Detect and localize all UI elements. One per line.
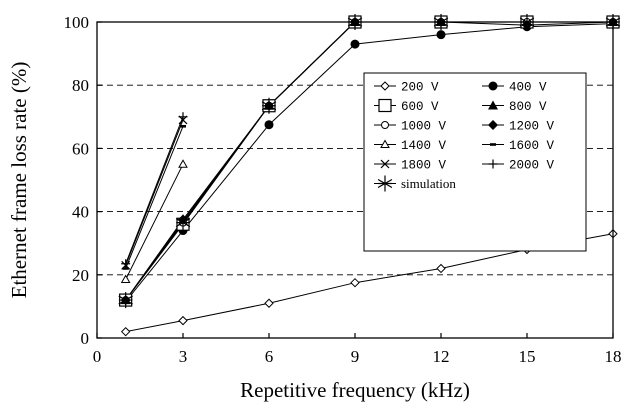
legend-label-1600-v: 1600 V	[509, 139, 555, 153]
legend-marker-200-v	[380, 81, 390, 91]
legend: 200 V 400 V 600 V 800 V 1000 V 1200 V 1400 V 16…	[363, 72, 587, 252]
legend-marker-600-v	[378, 98, 392, 113]
data-point-400-v	[264, 120, 274, 130]
y-tick-label: 40	[72, 203, 89, 222]
axis-ticks: 0 20 40 60 80 100 0 3 6 9 12 15 18	[64, 13, 622, 366]
data-point-simulation	[261, 97, 277, 114]
series-line-1400-v	[125, 163, 184, 280]
legend-marker-1000-v	[381, 121, 389, 129]
legend-marker-1800-v	[380, 159, 390, 169]
legend-marker-800-v	[488, 100, 498, 110]
legend-box	[363, 72, 587, 252]
x-tick-label: 18	[605, 347, 622, 366]
data-point-simulation	[118, 292, 133, 309]
y-tick-label: 60	[72, 139, 89, 158]
y-tick-label: 80	[72, 76, 89, 95]
x-tick-label: 9	[351, 347, 360, 366]
data-point-1400-v	[120, 274, 131, 284]
y-tick-label: 100	[64, 13, 90, 32]
y-axis-label: Ethernet frame loss rate (%)	[7, 62, 31, 299]
legend-label-1400-v: 1400 V	[401, 139, 447, 153]
legend-marker-2000-v	[488, 159, 498, 169]
data-point-2000-v	[178, 112, 188, 122]
legend-label-600-v: 600 V	[401, 100, 439, 114]
legend-label-1000-v: 1000 V	[401, 120, 447, 134]
series-line-1800-v	[125, 119, 184, 266]
x-tick-label: 3	[179, 347, 188, 366]
legend-label-1200-v: 1200 V	[509, 120, 555, 134]
data-point-1600-v	[180, 124, 186, 128]
x-axis-label: Repetitive frequency (kHz)	[240, 378, 470, 402]
data-point-1400-v	[178, 159, 188, 168]
y-tick-label: 0	[81, 329, 90, 348]
series-line-2000-v	[125, 116, 184, 264]
series-line-1600-v	[125, 126, 184, 269]
legend-label-1800-v: 1800 V	[401, 159, 447, 173]
legend-label-simulation: simulation	[401, 176, 456, 191]
legend-marker-simulation	[377, 175, 393, 192]
legend-label-400-v: 400 V	[509, 81, 547, 95]
y-tick-label: 20	[72, 266, 89, 285]
legend-label-2000-v: 2000 V	[509, 159, 555, 173]
data-point-200-v	[350, 277, 360, 288]
data-point-200-v	[436, 263, 446, 274]
legend-label-200-v: 200 V	[401, 81, 439, 95]
legend-marker-1400-v	[380, 139, 390, 148]
legend-marker-1600-v	[490, 143, 496, 146]
legend-marker-1200-v	[488, 120, 498, 130]
x-tick-label: 12	[433, 347, 450, 366]
x-tick-label: 6	[265, 347, 274, 366]
data-point-200-v	[120, 326, 131, 337]
data-point-200-v	[178, 315, 188, 326]
x-tick-label: 15	[519, 347, 536, 366]
data-point-simulation	[175, 214, 191, 231]
legend-label-800-v: 800 V	[509, 100, 547, 114]
data-point-200-v	[264, 298, 274, 308]
data-point-400-v	[350, 39, 360, 49]
data-point-1600-v	[122, 267, 129, 270]
data-point-2000-v	[121, 259, 131, 269]
data-point-400-v	[436, 30, 446, 40]
legend-marker-400-v	[488, 81, 498, 91]
x-tick-label: 0	[93, 347, 102, 366]
